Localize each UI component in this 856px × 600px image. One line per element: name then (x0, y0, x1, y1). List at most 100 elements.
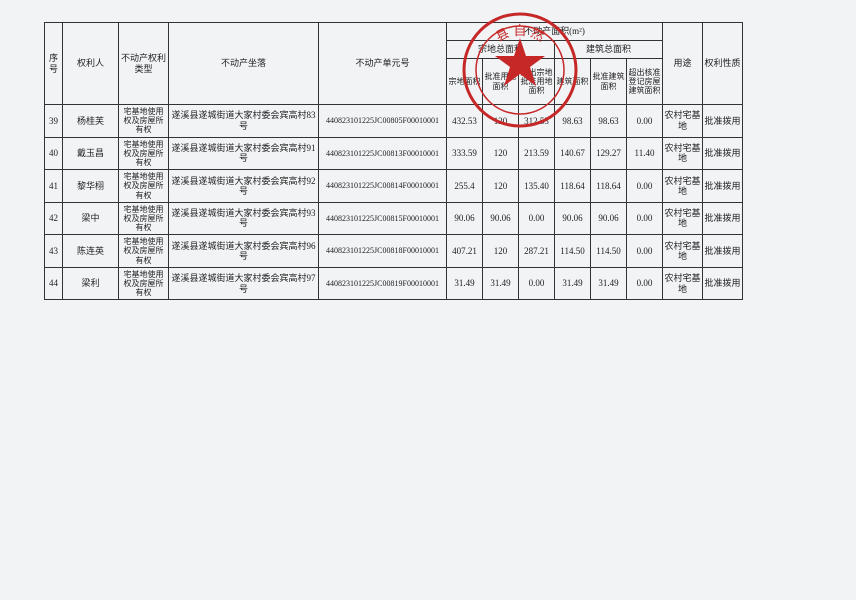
col-excess-land: 超出宗地批准用地面积 (519, 59, 555, 105)
cell: 0.00 (627, 170, 663, 203)
cell: 遂溪县遂城街道大家村委会宾高村96号 (169, 235, 319, 268)
cell: 农村宅基地 (663, 267, 703, 300)
cell: 407.21 (447, 235, 483, 268)
cell: 宅基地使用权及房屋所有权 (119, 235, 169, 268)
cell: 312.53 (519, 105, 555, 138)
col-approved-land: 批准用地面积 (483, 59, 519, 105)
cell: 0.00 (519, 267, 555, 300)
cell: 0.00 (627, 267, 663, 300)
cell: 农村宅基地 (663, 202, 703, 235)
table-row: 39杨桂芙宅基地使用权及房屋所有权遂溪县遂城街道大家村委会宾高村83号44082… (45, 105, 743, 138)
cell: 宅基地使用权及房屋所有权 (119, 170, 169, 203)
cell: 440823101225JC00805F00010001 (319, 105, 447, 138)
cell: 43 (45, 235, 63, 268)
cell: 120 (483, 105, 519, 138)
cell: 宅基地使用权及房屋所有权 (119, 137, 169, 170)
cell: 遂溪县遂城街道大家村委会宾高村97号 (169, 267, 319, 300)
cell: 440823101225JC00813F00010001 (319, 137, 447, 170)
cell: 40 (45, 137, 63, 170)
cell: 戴玉昌 (63, 137, 119, 170)
property-table: 序号 权利人 不动产权利类型 不动产坐落 不动产单元号 不动产面积(m²) 用途… (44, 22, 743, 300)
cell: 98.63 (555, 105, 591, 138)
cell: 90.06 (555, 202, 591, 235)
cell: 90.06 (483, 202, 519, 235)
cell: 黎华栩 (63, 170, 119, 203)
cell: 432.53 (447, 105, 483, 138)
cell: 遂溪县遂城街道大家村委会宾高村83号 (169, 105, 319, 138)
col-use: 用途 (663, 23, 703, 105)
cell: 批准拨用 (703, 105, 743, 138)
col-area-group: 不动产面积(m²) (447, 23, 663, 41)
table-row: 40戴玉昌宅基地使用权及房屋所有权遂溪县遂城街道大家村委会宾高村91号44082… (45, 137, 743, 170)
col-land-group: 宗地总面积 (447, 41, 555, 59)
cell: 44 (45, 267, 63, 300)
cell: 213.59 (519, 137, 555, 170)
cell: 114.50 (555, 235, 591, 268)
col-owner: 权利人 (63, 23, 119, 105)
cell: 440823101225JC00815F00010001 (319, 202, 447, 235)
cell: 梁中 (63, 202, 119, 235)
cell: 41 (45, 170, 63, 203)
table-body: 39杨桂芙宅基地使用权及房屋所有权遂溪县遂城街道大家村委会宾高村83号44082… (45, 105, 743, 300)
cell: 333.59 (447, 137, 483, 170)
cell: 140.67 (555, 137, 591, 170)
cell: 42 (45, 202, 63, 235)
col-bld-group: 建筑总面积 (555, 41, 663, 59)
table-row: 42梁中宅基地使用权及房屋所有权遂溪县遂城街道大家村委会宾高村93号440823… (45, 202, 743, 235)
cell: 0.00 (627, 202, 663, 235)
cell: 农村宅基地 (663, 170, 703, 203)
cell: 31.49 (483, 267, 519, 300)
cell: 440823101225JC00818F00010001 (319, 235, 447, 268)
cell: 0.00 (519, 202, 555, 235)
cell: 90.06 (591, 202, 627, 235)
cell: 宅基地使用权及房屋所有权 (119, 267, 169, 300)
cell: 114.50 (591, 235, 627, 268)
cell: 农村宅基地 (663, 137, 703, 170)
col-loc: 不动产坐落 (169, 23, 319, 105)
cell: 440823101225JC00814F00010001 (319, 170, 447, 203)
col-nature: 权利性质 (703, 23, 743, 105)
cell: 0.00 (627, 235, 663, 268)
cell: 135.40 (519, 170, 555, 203)
cell: 98.63 (591, 105, 627, 138)
cell: 批准拨用 (703, 202, 743, 235)
cell: 129.27 (591, 137, 627, 170)
cell: 农村宅基地 (663, 235, 703, 268)
cell: 梁利 (63, 267, 119, 300)
cell: 255.4 (447, 170, 483, 203)
col-type: 不动产权利类型 (119, 23, 169, 105)
table-row: 41黎华栩宅基地使用权及房屋所有权遂溪县遂城街道大家村委会宾高村92号44082… (45, 170, 743, 203)
col-unit: 不动产单元号 (319, 23, 447, 105)
col-approved-bld: 批准建筑面积 (591, 59, 627, 105)
cell: 287.21 (519, 235, 555, 268)
cell: 批准拨用 (703, 267, 743, 300)
cell: 118.64 (555, 170, 591, 203)
cell: 90.06 (447, 202, 483, 235)
cell: 0.00 (627, 105, 663, 138)
cell: 31.49 (555, 267, 591, 300)
cell: 陈连英 (63, 235, 119, 268)
cell: 120 (483, 137, 519, 170)
cell: 11.40 (627, 137, 663, 170)
cell: 120 (483, 170, 519, 203)
cell: 遂溪县遂城街道大家村委会宾高村91号 (169, 137, 319, 170)
cell: 宅基地使用权及房屋所有权 (119, 202, 169, 235)
cell: 31.49 (447, 267, 483, 300)
cell: 120 (483, 235, 519, 268)
cell: 农村宅基地 (663, 105, 703, 138)
cell: 遂溪县遂城街道大家村委会宾高村93号 (169, 202, 319, 235)
col-seq: 序号 (45, 23, 63, 105)
col-excess-bld: 超出核准登记房屋建筑面积 (627, 59, 663, 105)
cell: 宅基地使用权及房屋所有权 (119, 105, 169, 138)
cell: 杨桂芙 (63, 105, 119, 138)
cell: 批准拨用 (703, 235, 743, 268)
cell: 遂溪县遂城街道大家村委会宾高村92号 (169, 170, 319, 203)
col-bld-total: 建筑面积 (555, 59, 591, 105)
cell: 31.49 (591, 267, 627, 300)
col-land-total: 宗地面积 (447, 59, 483, 105)
table-row: 43陈连英宅基地使用权及房屋所有权遂溪县遂城街道大家村委会宾高村96号44082… (45, 235, 743, 268)
cell: 440823101225JC00819F00010001 (319, 267, 447, 300)
table-row: 44梁利宅基地使用权及房屋所有权遂溪县遂城街道大家村委会宾高村97号440823… (45, 267, 743, 300)
cell: 118.64 (591, 170, 627, 203)
cell: 39 (45, 105, 63, 138)
